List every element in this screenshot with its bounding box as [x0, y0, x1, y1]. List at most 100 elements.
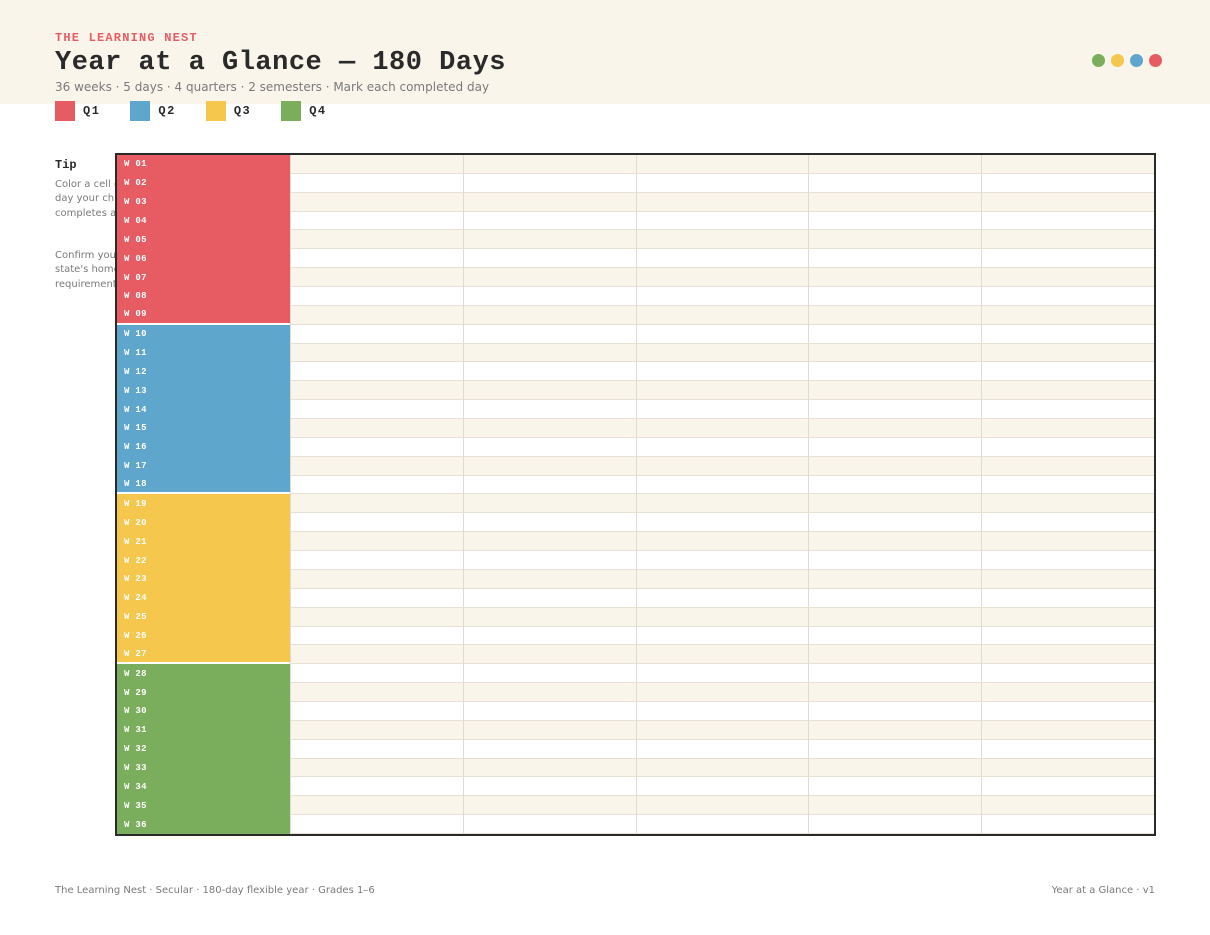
- day-cell[interactable]: [808, 664, 982, 684]
- day-cell[interactable]: [981, 532, 1154, 552]
- day-cell[interactable]: [981, 287, 1154, 306]
- day-cell[interactable]: [462, 569, 636, 589]
- day-cell[interactable]: [462, 815, 636, 834]
- day-cell[interactable]: [808, 532, 982, 552]
- day-cell[interactable]: [635, 645, 809, 665]
- day-cell[interactable]: [290, 569, 463, 589]
- day-cell[interactable]: [808, 192, 982, 212]
- day-cell[interactable]: [981, 173, 1154, 193]
- day-cell[interactable]: [635, 155, 809, 174]
- day-cell[interactable]: [635, 249, 809, 269]
- day-cell[interactable]: [290, 362, 463, 382]
- day-cell[interactable]: [635, 588, 809, 608]
- day-cell[interactable]: [290, 494, 463, 514]
- day-cell[interactable]: [290, 701, 463, 721]
- day-cell[interactable]: [808, 626, 982, 646]
- day-cell[interactable]: [981, 701, 1154, 721]
- day-cell[interactable]: [981, 664, 1154, 684]
- day-cell[interactable]: [462, 607, 636, 627]
- day-cell[interactable]: [462, 419, 636, 438]
- day-cell[interactable]: [290, 683, 463, 702]
- day-cell[interactable]: [290, 758, 463, 778]
- day-cell[interactable]: [635, 419, 809, 438]
- day-cell[interactable]: [808, 475, 982, 495]
- day-cell[interactable]: [635, 475, 809, 495]
- day-cell[interactable]: [290, 720, 463, 740]
- day-cell[interactable]: [462, 343, 636, 363]
- day-cell[interactable]: [290, 664, 463, 684]
- day-cell[interactable]: [462, 720, 636, 740]
- day-cell[interactable]: [635, 437, 809, 457]
- day-cell[interactable]: [290, 381, 463, 401]
- day-cell[interactable]: [981, 155, 1154, 174]
- day-cell[interactable]: [462, 739, 636, 759]
- day-cell[interactable]: [462, 683, 636, 702]
- day-cell[interactable]: [808, 437, 982, 457]
- day-cell[interactable]: [635, 287, 809, 306]
- day-cell[interactable]: [462, 758, 636, 778]
- day-cell[interactable]: [290, 343, 463, 363]
- day-cell[interactable]: [981, 815, 1154, 834]
- day-cell[interactable]: [981, 569, 1154, 589]
- day-cell[interactable]: [808, 683, 982, 702]
- day-cell[interactable]: [462, 777, 636, 797]
- day-cell[interactable]: [462, 532, 636, 552]
- day-cell[interactable]: [290, 607, 463, 627]
- day-cell[interactable]: [808, 513, 982, 533]
- day-cell[interactable]: [981, 683, 1154, 702]
- day-cell[interactable]: [981, 419, 1154, 438]
- day-cell[interactable]: [981, 211, 1154, 231]
- day-cell[interactable]: [462, 437, 636, 457]
- day-cell[interactable]: [981, 588, 1154, 608]
- day-cell[interactable]: [635, 532, 809, 552]
- day-cell[interactable]: [290, 739, 463, 759]
- day-cell[interactable]: [635, 607, 809, 627]
- day-cell[interactable]: [635, 569, 809, 589]
- day-cell[interactable]: [635, 777, 809, 797]
- day-cell[interactable]: [808, 456, 982, 476]
- day-cell[interactable]: [290, 268, 463, 288]
- day-cell[interactable]: [808, 739, 982, 759]
- day-cell[interactable]: [981, 513, 1154, 533]
- day-cell[interactable]: [635, 268, 809, 288]
- day-cell[interactable]: [635, 230, 809, 250]
- day-cell[interactable]: [462, 324, 636, 344]
- day-cell[interactable]: [981, 305, 1154, 325]
- day-cell[interactable]: [462, 645, 636, 665]
- day-cell[interactable]: [462, 400, 636, 420]
- day-cell[interactable]: [635, 720, 809, 740]
- day-cell[interactable]: [635, 456, 809, 476]
- day-cell[interactable]: [462, 287, 636, 306]
- day-cell[interactable]: [981, 739, 1154, 759]
- day-cell[interactable]: [290, 551, 463, 570]
- day-cell[interactable]: [808, 551, 982, 570]
- day-cell[interactable]: [635, 701, 809, 721]
- day-cell[interactable]: [635, 758, 809, 778]
- day-cell[interactable]: [981, 607, 1154, 627]
- day-cell[interactable]: [981, 324, 1154, 344]
- day-cell[interactable]: [462, 173, 636, 193]
- day-cell[interactable]: [808, 287, 982, 306]
- day-cell[interactable]: [462, 701, 636, 721]
- day-cell[interactable]: [981, 456, 1154, 476]
- day-cell[interactable]: [635, 362, 809, 382]
- day-cell[interactable]: [290, 155, 463, 174]
- day-cell[interactable]: [635, 551, 809, 570]
- day-cell[interactable]: [462, 513, 636, 533]
- day-cell[interactable]: [981, 720, 1154, 740]
- day-cell[interactable]: [808, 155, 982, 174]
- day-cell[interactable]: [635, 683, 809, 702]
- day-cell[interactable]: [808, 419, 982, 438]
- day-cell[interactable]: [462, 626, 636, 646]
- day-cell[interactable]: [290, 626, 463, 646]
- day-cell[interactable]: [981, 626, 1154, 646]
- day-cell[interactable]: [808, 777, 982, 797]
- day-cell[interactable]: [290, 532, 463, 552]
- day-cell[interactable]: [290, 475, 463, 495]
- day-cell[interactable]: [981, 400, 1154, 420]
- day-cell[interactable]: [808, 494, 982, 514]
- day-cell[interactable]: [981, 381, 1154, 401]
- day-cell[interactable]: [462, 362, 636, 382]
- day-cell[interactable]: [635, 796, 809, 816]
- day-cell[interactable]: [462, 494, 636, 514]
